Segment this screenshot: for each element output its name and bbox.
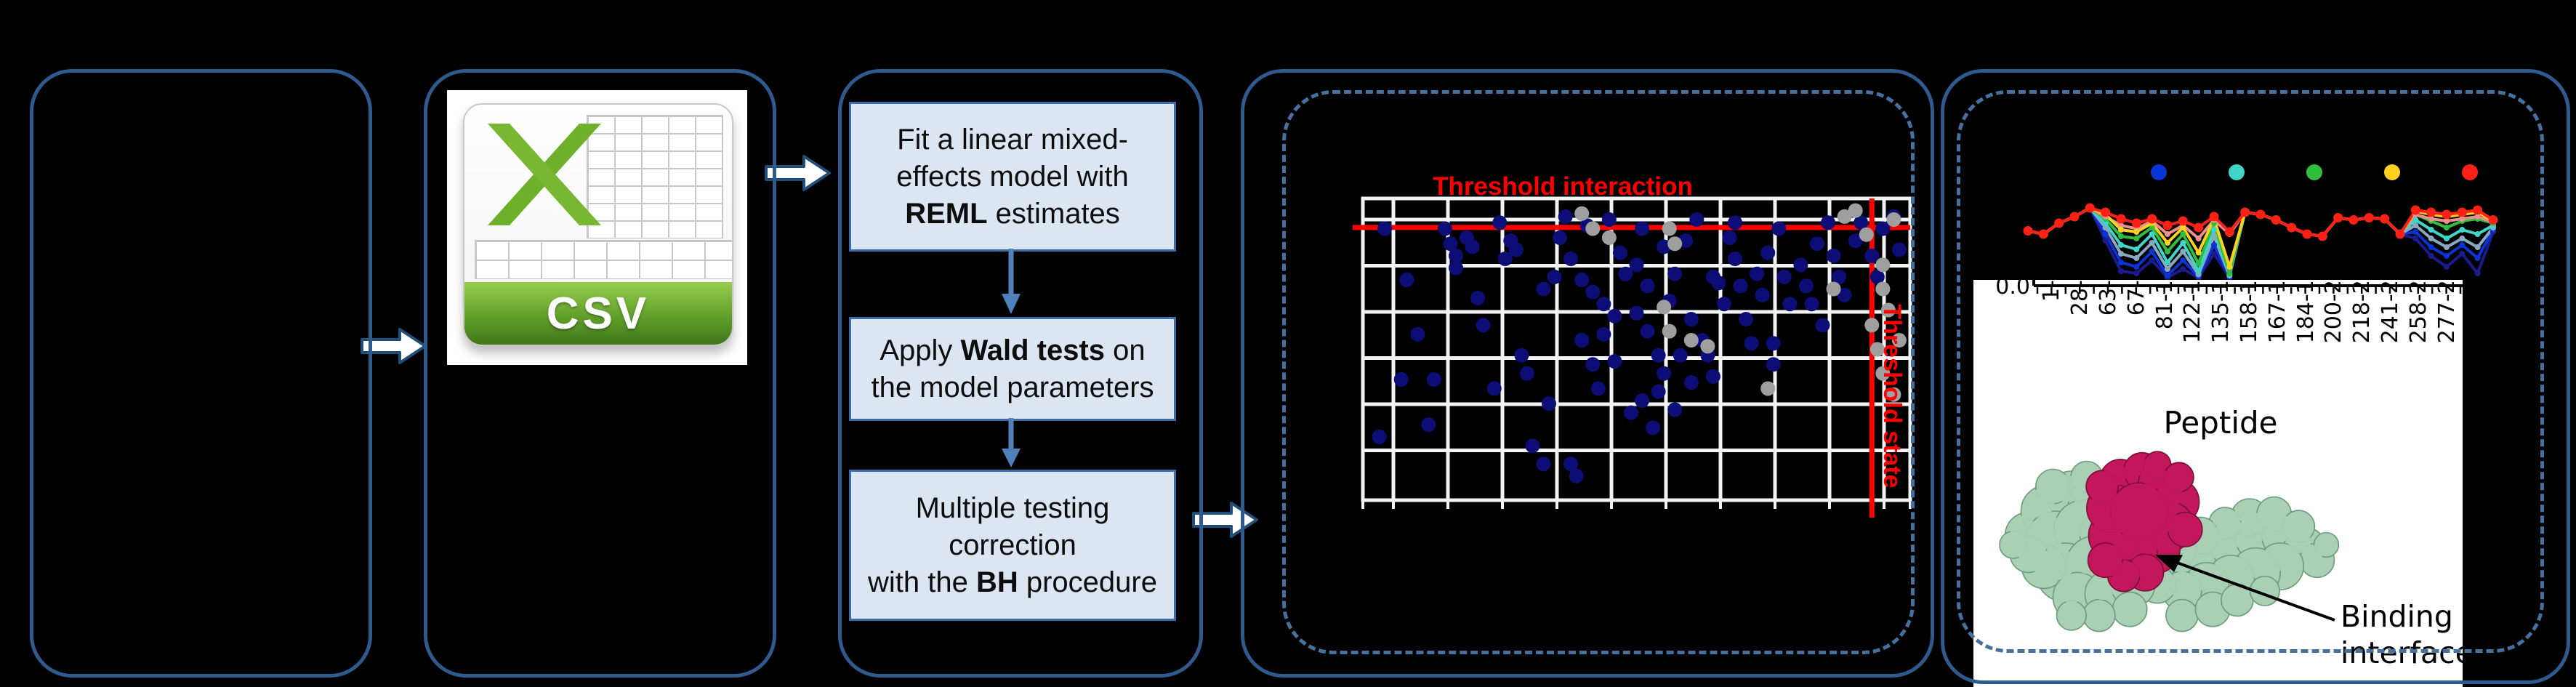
peptide-tick-label: 258-266	[2405, 280, 2431, 344]
csv-file-icon: CSV	[447, 90, 747, 365]
peptide-tick-label: 122-129	[2180, 280, 2206, 344]
arrow-csv-to-pipeline	[765, 155, 831, 191]
peptide-axis-title: Peptide	[2163, 405, 2278, 441]
uptake-line-chart	[2023, 164, 2498, 280]
peptide-tick-label: 81-101	[2152, 280, 2178, 330]
arrow-pipeline-to-results	[1192, 502, 1258, 538]
peptide-tick-label: 67-75	[2123, 280, 2149, 316]
arrow-down-icon	[1002, 418, 1021, 467]
peptide-tick-label: 63-73	[2096, 280, 2121, 316]
csv-card: CSV	[463, 103, 733, 346]
arrow-input-to-csv	[361, 328, 427, 364]
spreadsheet-grid-icon	[587, 115, 723, 238]
excel-x-icon	[488, 124, 601, 225]
peptide-tick-label: 135-144	[2208, 280, 2234, 344]
peptide-tick-label: 218-237	[2349, 280, 2375, 344]
protein-structure-image	[1999, 451, 2340, 632]
peptide-tick-label: 28-44	[2067, 280, 2093, 316]
threshold-scatter-plot	[1353, 196, 1912, 518]
panel-input	[30, 69, 372, 678]
peptide-tick-label: 200-214	[2321, 280, 2347, 344]
flow-step-wald: Apply Wald tests on the model parameters	[849, 317, 1176, 421]
threshold-state-label: Threshold state	[1878, 304, 1906, 489]
peptide-tick-label: 241-257	[2378, 280, 2403, 344]
peptide-tick-label: 158-166	[2237, 280, 2262, 344]
peptide-tick-label: 277-284	[2434, 280, 2460, 344]
csv-label: CSV	[546, 288, 651, 339]
y-axis-tick-label: 0.0	[1995, 280, 2030, 300]
arrow-down-icon	[1002, 249, 1021, 314]
binding-interface-label: Binding interface	[2340, 599, 2463, 670]
spreadsheet-grid-icon	[475, 240, 732, 279]
peptide-tick-label: 167-180	[2264, 280, 2290, 344]
peptide-tick-label: 184-199	[2293, 280, 2319, 344]
threshold-interaction-label: Threshold interaction	[1433, 172, 1693, 201]
flow-step-bh: Multiple testing correction with the BH pr…	[849, 470, 1176, 621]
flow-step-reml: Fit a linear mixed-effects model with REM…	[849, 102, 1176, 252]
peptide-figure: 0.0 1-1528-4463-7367-7581-101122-129135-…	[1973, 280, 2463, 687]
peptide-tick-label: 1-15	[2039, 280, 2064, 361]
csv-banner: CSV	[464, 282, 732, 345]
peptide-axis	[2032, 280, 2463, 294]
